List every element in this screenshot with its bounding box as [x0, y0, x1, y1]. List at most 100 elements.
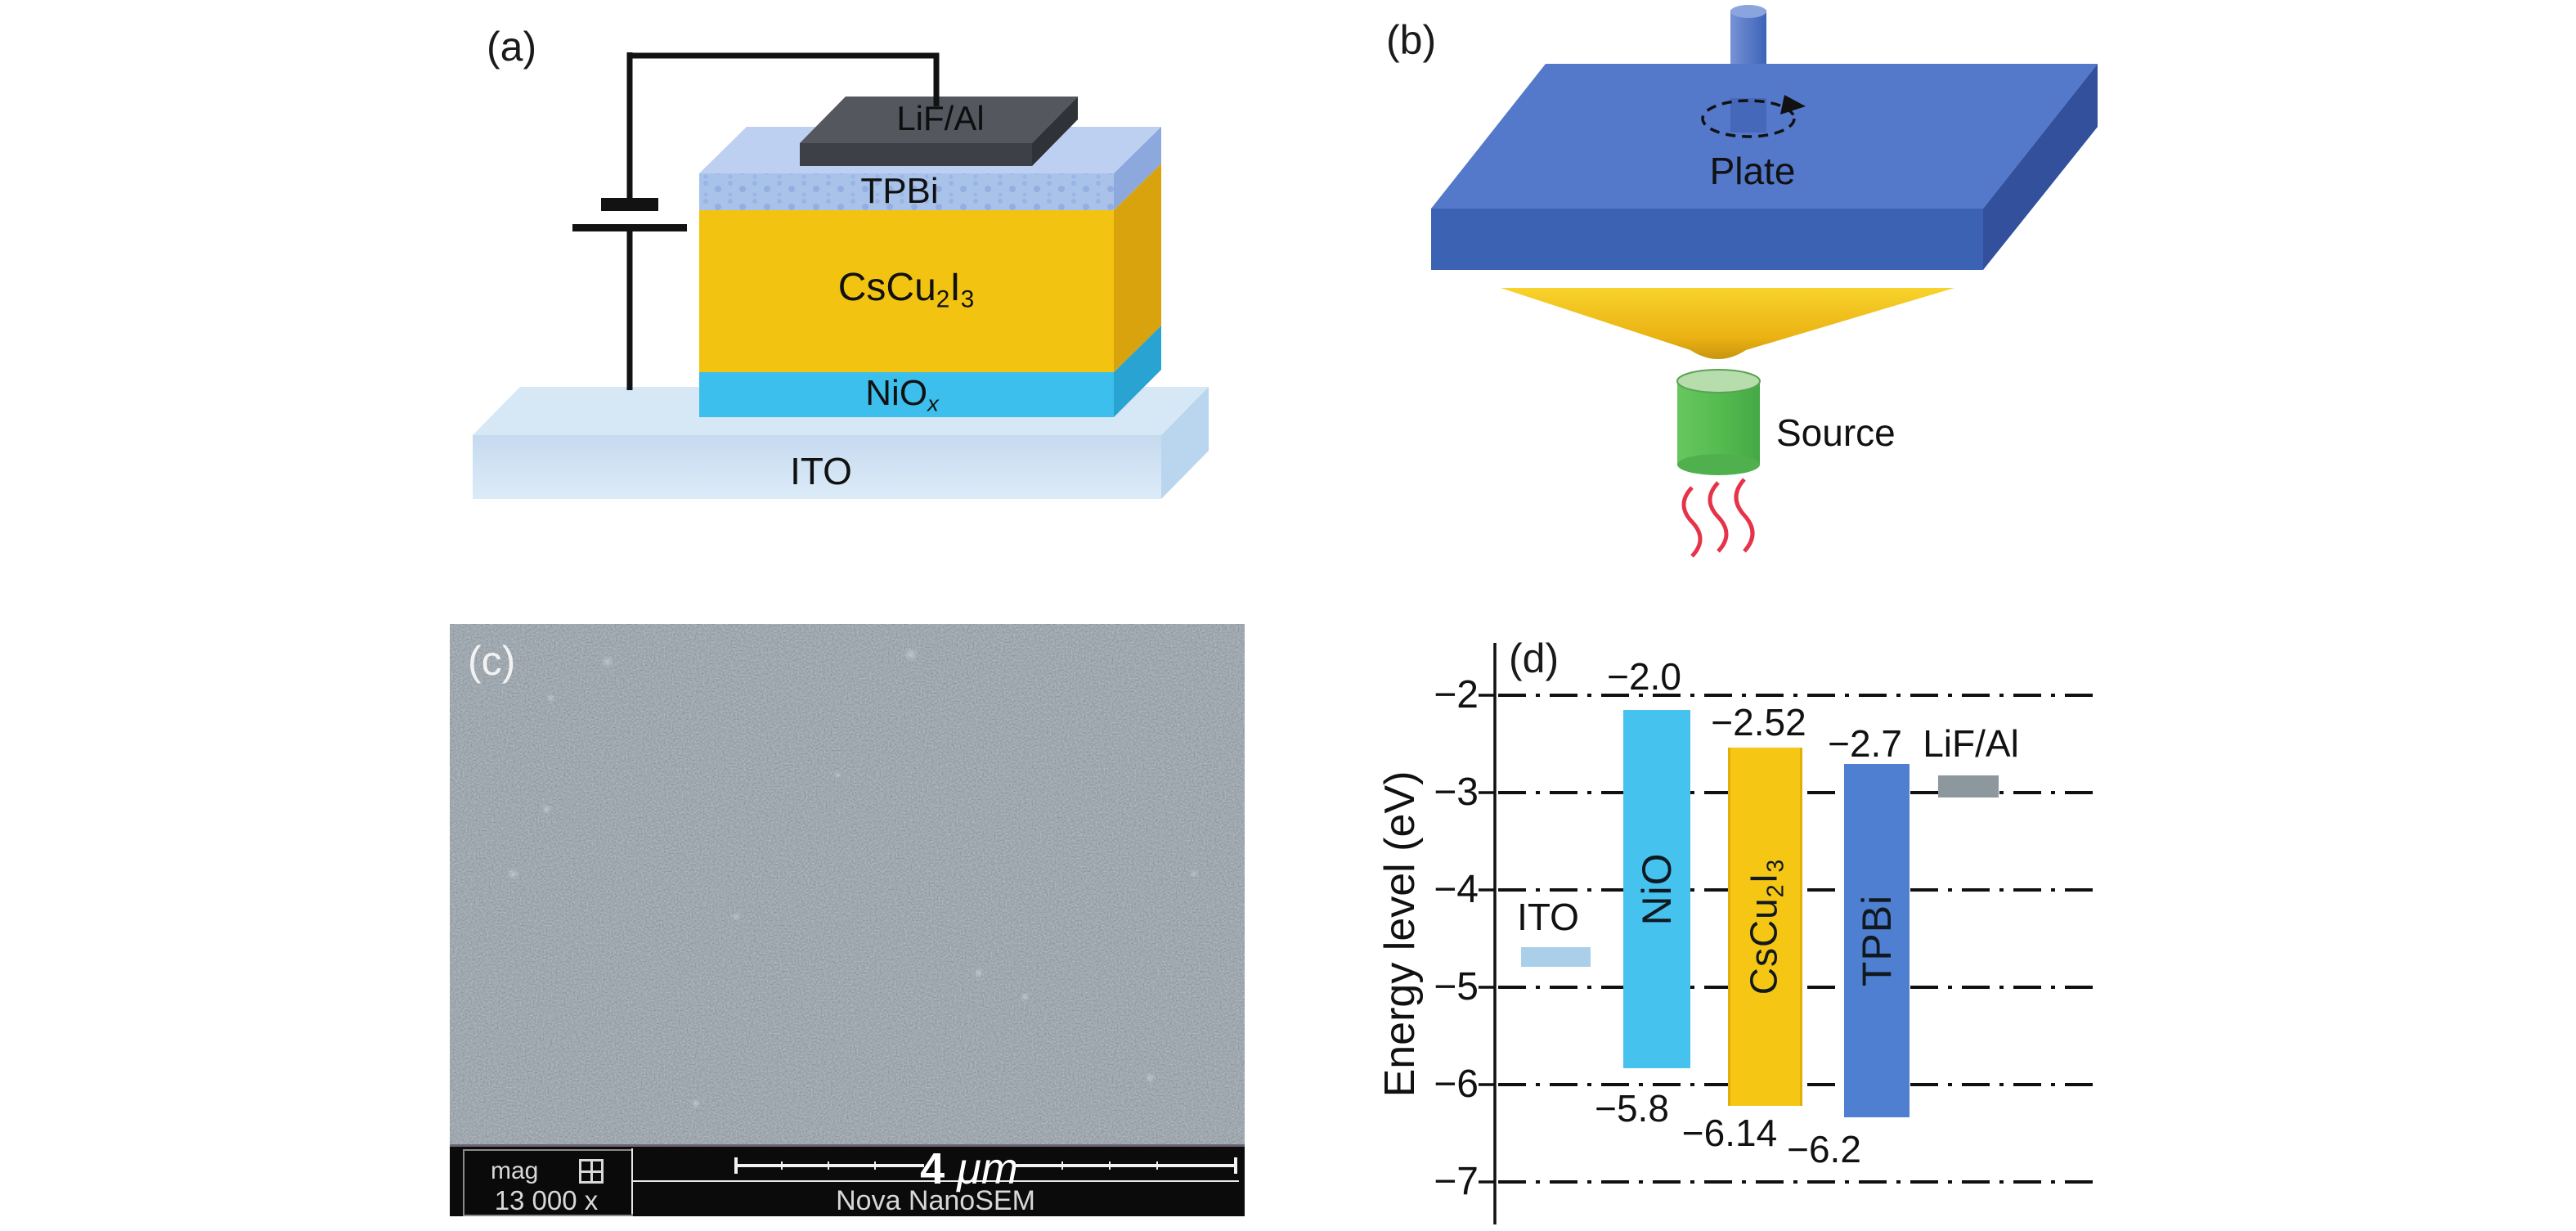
sem-speckle [541, 804, 552, 815]
grid-icon [579, 1159, 604, 1184]
cscu2i3-formula-mid: I [1742, 872, 1785, 884]
scale-bar-minor-tick [1109, 1161, 1111, 1170]
emitter-formula-pre: CsCu [837, 266, 936, 309]
sem-speckle [732, 912, 741, 921]
rotation-shaft-base [1730, 98, 1766, 133]
electrode-pad-top [800, 97, 1078, 143]
y-tick-label: −2 [1434, 673, 1479, 717]
emitter-layer-label: CsCu2I3 [792, 265, 1021, 313]
tpbi-layer-label: TPBi [860, 171, 939, 211]
sem-micrograph-area: (c) [450, 624, 1245, 1147]
scale-bar-minor-tick [1156, 1161, 1158, 1170]
nio-bar-label: NiO [1634, 852, 1680, 926]
sem-speckle [1190, 869, 1198, 878]
nio-energy-bar: NiO [1623, 710, 1690, 1068]
niox-layer-front [699, 372, 1114, 417]
sem-speckle [834, 771, 841, 779]
source-label: Source [1776, 411, 1896, 454]
ito-slab-front [473, 435, 1161, 499]
infobar-divider-horizontal [633, 1180, 1239, 1182]
scale-bar-minor-tick [781, 1161, 783, 1170]
electrode-layer-label: LiF/Al [896, 99, 985, 137]
scale-unit: μm [957, 1144, 1018, 1193]
sem-info-bar: mag 13 000 x 4 μm Nova NanoSEM [450, 1144, 1245, 1216]
battery-icon-long-plate [572, 224, 687, 231]
rotation-arrow-icon [1701, 99, 1796, 138]
sem-noise-texture [450, 624, 1245, 1147]
emitter-formula-sub2: 3 [960, 285, 975, 313]
electrode-pad-side [1032, 97, 1078, 166]
cscu2i3-formula-sub2: 3 [1761, 858, 1788, 873]
tpbi-layer-front [699, 173, 1114, 210]
sem-speckle [904, 647, 918, 662]
tpbi-bottom-value: −6.2 [1787, 1128, 1861, 1170]
cscu2i3-top-value: −2.52 [1711, 701, 1806, 744]
cscu2i3-energy-bar: CsCu2I3 [1728, 748, 1802, 1106]
ito-level-bar [1521, 947, 1591, 967]
tpbi-bar-label: TPBi [1854, 894, 1900, 987]
instrument-name: Nova NanoSEM [836, 1185, 1035, 1216]
tpbi-layer-side [1114, 127, 1161, 210]
cscu2i3-bar-label: CsCu2I3 [1741, 859, 1789, 995]
sem-mag-cell: mag 13 000 x [463, 1149, 633, 1216]
rotation-shaft-top [1730, 5, 1766, 18]
cscu2i3-formula-sub1: 2 [1761, 883, 1788, 898]
niox-layer-side [1114, 326, 1161, 417]
sem-speckle [691, 1098, 701, 1108]
sem-speckle [601, 655, 614, 668]
scale-number: 4 [920, 1144, 945, 1193]
tpbi-top-value: −2.7 [1828, 722, 1902, 765]
y-axis-ticks [1479, 694, 1495, 1184]
battery-icon-short-plate [601, 198, 658, 211]
sem-speckle [507, 868, 519, 880]
plate-side-face [1983, 64, 2098, 270]
sem-speckle [1021, 992, 1030, 1001]
scale-bar-minor-tick [828, 1161, 829, 1170]
source-cylinder-bottom [1677, 454, 1760, 475]
plate-front-face [1431, 209, 1983, 270]
sem-speckle [973, 968, 984, 978]
emitter-formula-sub1: 2 [936, 285, 950, 313]
emitter-layer-side [1114, 164, 1161, 372]
panel-c-label: (c) [468, 638, 516, 684]
lifal-level-bar [1938, 775, 1999, 797]
sem-divider-line [450, 1144, 1245, 1147]
vapor-cone [1501, 288, 1954, 359]
y-tick-label: −3 [1434, 770, 1479, 814]
source-cylinder-body [1677, 381, 1760, 465]
y-tick-label: −6 [1434, 1063, 1479, 1106]
lifal-bar-label: LiF/Al [1923, 722, 2019, 765]
tpbi-energy-bar: TPBi [1844, 764, 1910, 1117]
emitter-layer-front [699, 210, 1114, 372]
cscu2i3-formula-pre: CsCu [1742, 897, 1785, 995]
scale-bar-line-left [736, 1164, 924, 1167]
sem-speckle [1145, 1072, 1156, 1083]
electrode-pad-front [800, 143, 1032, 166]
ito-bar-label: ITO [1517, 896, 1579, 938]
panel-b-label: (b) [1386, 17, 1437, 63]
panel-a-label: (a) [487, 24, 537, 70]
cscu2i3-bottom-value: −6.14 [1681, 1112, 1778, 1154]
heat-wave-icon [1734, 478, 1755, 553]
nio-top-value: −2.0 [1607, 655, 1681, 698]
mag-value: 13 000 x [494, 1185, 599, 1215]
source-cylinder-top [1676, 369, 1761, 393]
y-tick-label: −7 [1434, 1160, 1479, 1203]
heat-wave-icon [1681, 486, 1703, 558]
scale-bar-line-right [1014, 1164, 1237, 1167]
heat-wave-icon [1708, 481, 1729, 553]
scale-bar-value: 4 μm [920, 1143, 1018, 1194]
ito-slab-side [1161, 387, 1209, 499]
emitter-formula-mid: I [949, 266, 961, 309]
sem-image: (c) mag 13 000 x 4 μm Nova NanoSEM [450, 624, 1245, 1216]
sem-speckle [546, 694, 555, 703]
htl-formula-sub: x [927, 390, 939, 416]
nio-bottom-value: −5.8 [1595, 1087, 1669, 1130]
circuit-wire [630, 52, 940, 106]
device-stack-drawing [473, 52, 1209, 499]
infobar-divider-vertical [631, 1148, 633, 1214]
scale-bar-minor-tick [1061, 1161, 1063, 1170]
substrate-layer-label: ITO [790, 450, 852, 492]
htl-layer-label: NiOx [828, 373, 976, 417]
y-tick-label: −4 [1434, 868, 1479, 911]
